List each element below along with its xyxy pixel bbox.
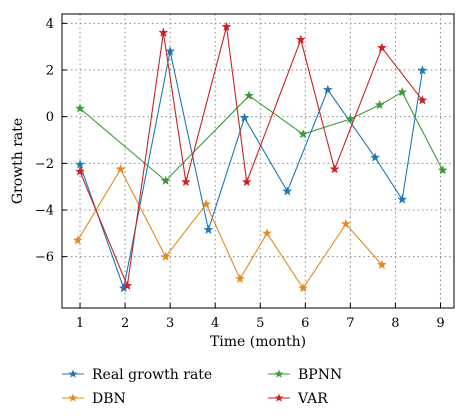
- legend-entry-var: VAR: [268, 391, 328, 407]
- y-tick-label: −4: [35, 204, 54, 219]
- x-tick-label: 3: [166, 316, 174, 331]
- data-point-var: [329, 163, 340, 174]
- data-point-dbn: [262, 228, 272, 238]
- y-tick-label: 0: [46, 110, 54, 125]
- y-tick-label: 4: [46, 17, 54, 32]
- data-point-var: [417, 95, 428, 105]
- data-point-var: [241, 176, 252, 187]
- x-tick-label: 4: [211, 316, 219, 331]
- data-point-var: [180, 176, 191, 187]
- legend-label-real-growth-rate: Real growth rate: [92, 367, 212, 383]
- data-point-real-growth-rate: [239, 112, 250, 123]
- data-point-var: [376, 42, 387, 53]
- x-tick-label: 1: [76, 316, 84, 331]
- plot-frame: [61, 13, 455, 309]
- legend-marker-bpnn: [274, 369, 284, 378]
- x-tick-label: 6: [301, 316, 309, 331]
- series-line-bpnn: [79, 91, 444, 182]
- legend-marker-real-growth-rate: [68, 369, 78, 378]
- data-point-real-growth-rate: [203, 224, 214, 235]
- x-axis-label: Time (month): [210, 334, 306, 350]
- x-tick-label: 8: [391, 316, 399, 331]
- grid: [62, 14, 454, 308]
- data-point-bpnn: [298, 128, 308, 139]
- y-axis-label: Growth rate: [10, 118, 26, 204]
- data-point-dbn: [298, 282, 308, 293]
- data-point-real-growth-rate: [165, 46, 176, 56]
- data-point-real-growth-rate: [370, 152, 381, 162]
- data-point-dbn: [160, 251, 171, 261]
- series-line-real-growth-rate: [79, 51, 424, 291]
- data-point-bpnn: [397, 86, 408, 97]
- series-real-growth-rate: [75, 46, 428, 293]
- legend-label-dbn: DBN: [92, 391, 126, 407]
- legend-entry-real-growth-rate: Real growth rate: [62, 367, 212, 383]
- data-point-var: [75, 166, 85, 176]
- data-point-dbn: [72, 235, 83, 245]
- series-bpnn: [75, 86, 448, 186]
- data-point-real-growth-rate: [282, 186, 293, 196]
- series-layer: [72, 21, 448, 293]
- legend-label-var: VAR: [297, 391, 328, 407]
- x-tick-label: 2: [121, 316, 129, 331]
- legend-label-bpnn: BPNN: [298, 367, 342, 383]
- data-point-bpnn: [374, 99, 385, 110]
- legend-marker-dbn: [68, 393, 78, 402]
- legend-entry-dbn: DBN: [62, 391, 126, 407]
- data-point-real-growth-rate: [397, 194, 408, 204]
- data-point-real-growth-rate: [417, 65, 428, 75]
- legend-marker-var: [274, 393, 284, 402]
- data-point-bpnn: [345, 113, 356, 124]
- data-point-real-growth-rate: [322, 84, 333, 95]
- data-point-bpnn: [437, 165, 448, 175]
- data-point-bpnn: [75, 103, 85, 113]
- x-tick-label: 9: [436, 316, 444, 331]
- y-tick-label: −6: [35, 250, 54, 265]
- data-point-dbn: [235, 273, 245, 284]
- legend-entry-bpnn: BPNN: [268, 367, 342, 383]
- legend: Real growth rate BPNN DBN VAR: [62, 367, 342, 407]
- data-point-var: [158, 27, 169, 37]
- y-tick-label: −2: [35, 157, 54, 172]
- data-point-dbn: [115, 163, 126, 174]
- data-point-var: [122, 280, 133, 291]
- y-tick-label: 2: [46, 64, 54, 79]
- data-point-dbn: [340, 218, 351, 229]
- data-point-dbn: [376, 259, 387, 270]
- ticks: 1 2 3 4 5 6 7 8 9 −6 −4 −2 0 2 4: [35, 17, 445, 331]
- data-point-var: [221, 21, 232, 32]
- data-point-bpnn: [160, 175, 171, 186]
- series-dbn: [72, 163, 387, 293]
- series-var: [75, 21, 428, 291]
- data-point-bpnn: [244, 90, 254, 100]
- series-line-var: [79, 26, 423, 288]
- x-tick-label: 7: [346, 316, 354, 331]
- series-line-dbn: [77, 168, 383, 290]
- x-tick-label: 5: [256, 316, 264, 331]
- data-point-var: [295, 34, 306, 44]
- data-point-dbn: [201, 198, 212, 209]
